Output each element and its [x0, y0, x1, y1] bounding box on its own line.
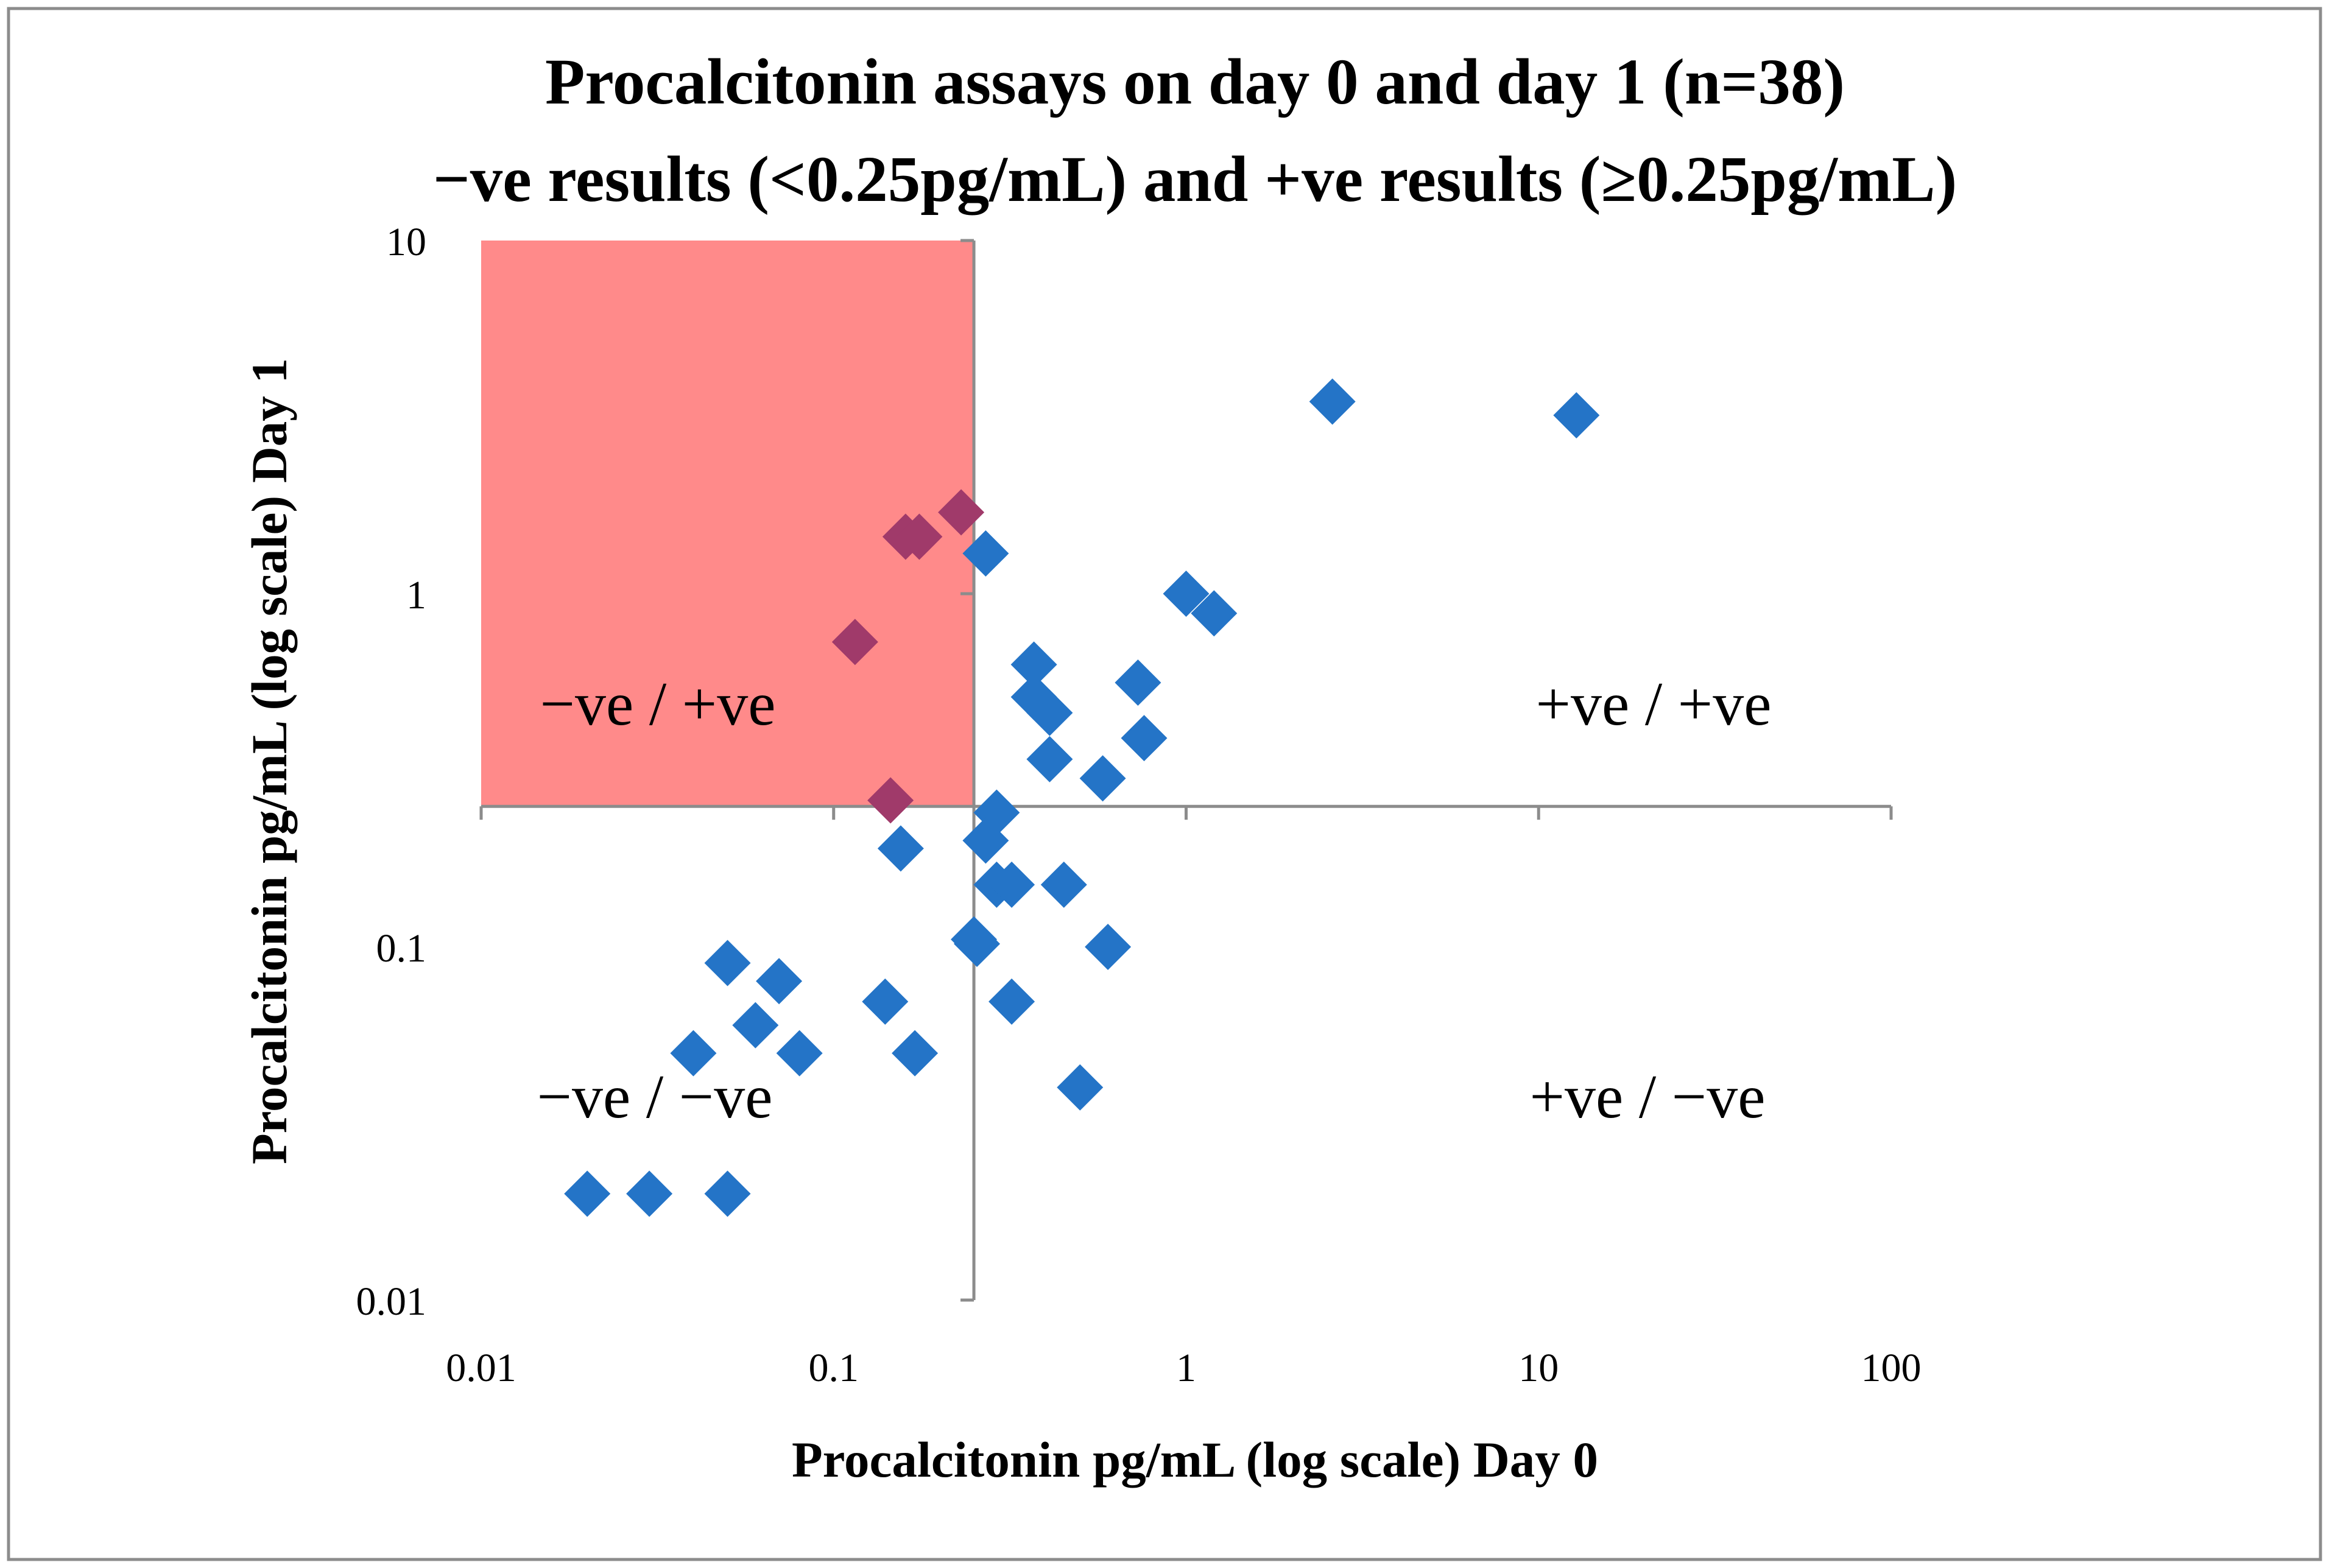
- data-point: [867, 777, 914, 824]
- y-tick-label: 0.1: [376, 926, 427, 971]
- data-point: [756, 958, 803, 1005]
- data-point: [1010, 641, 1057, 688]
- data-point: [831, 619, 878, 666]
- quadrant-label-bottom-left: −ve / −ve: [537, 1063, 773, 1131]
- y-axis-ticks: 0.01 0.1 1 10: [356, 220, 974, 1324]
- x-axis-ticks: 0.01 0.1 1 10 100: [446, 806, 1922, 1390]
- data-point: [896, 513, 943, 560]
- x-tick-label: 0.01: [446, 1346, 516, 1390]
- data-point: [670, 1030, 717, 1077]
- data-point: [1191, 590, 1238, 637]
- data-point: [892, 1030, 939, 1077]
- data-point: [1163, 571, 1210, 617]
- data-point: [626, 1170, 673, 1217]
- y-tick-label: 10: [386, 220, 426, 264]
- y-tick-label: 1: [406, 573, 426, 617]
- data-point: [1309, 378, 1356, 425]
- data-point: [1057, 1064, 1104, 1111]
- data-point: [1085, 924, 1132, 970]
- data-point: [1079, 755, 1126, 802]
- data-point: [1553, 392, 1600, 439]
- data-point: [962, 530, 1009, 577]
- quadrant-label-bottom-right: +ve / −ve: [1530, 1063, 1766, 1131]
- data-point: [776, 1030, 823, 1077]
- data-point: [938, 489, 985, 536]
- highlight-region: [481, 241, 974, 807]
- chart-subtitle: −ve results (<0.25pg/mL) and +ve results…: [433, 144, 1957, 216]
- data-point: [1121, 715, 1168, 762]
- data-point: [732, 1002, 779, 1049]
- data-point: [1026, 736, 1073, 782]
- data-point: [1115, 659, 1161, 706]
- data-point: [564, 1170, 611, 1217]
- x-tick-label: 100: [1861, 1346, 1922, 1390]
- x-axis-label: Procalcitonin pg/mL (log scale) Day 0: [792, 1432, 1598, 1488]
- data-point: [962, 817, 1009, 864]
- data-points: [564, 378, 1600, 1217]
- x-tick-label: 10: [1518, 1346, 1559, 1390]
- data-point: [877, 825, 924, 872]
- data-point: [988, 978, 1035, 1025]
- data-point: [1040, 861, 1087, 908]
- data-point: [862, 978, 909, 1025]
- data-point: [704, 940, 751, 986]
- y-axis-label: Procalcitonin pg/mL (log scale) Day 1: [241, 358, 297, 1164]
- data-point: [954, 921, 1001, 968]
- quadrant-label-top-left: −ve / +ve: [540, 670, 776, 739]
- x-tick-label: 1: [1176, 1346, 1196, 1390]
- quadrant-label-top-right: +ve / +ve: [1536, 670, 1772, 739]
- chart-title: Procalcitonin assays on day 0 and day 1 …: [545, 46, 1845, 118]
- x-tick-label: 0.1: [809, 1346, 859, 1390]
- data-point: [704, 1170, 751, 1217]
- y-tick-label: 0.01: [356, 1279, 427, 1324]
- data-point: [988, 861, 1035, 908]
- data-point: [1026, 689, 1073, 736]
- chart-border: [7, 7, 2322, 1561]
